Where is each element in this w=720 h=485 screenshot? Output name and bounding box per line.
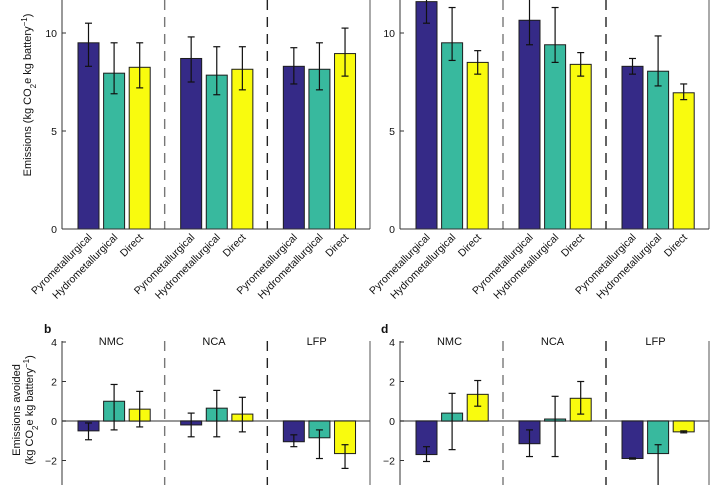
group-label: NMC xyxy=(437,336,462,348)
panel-d: d NMC NCA LFP −2 0 2 4 xyxy=(381,322,710,485)
y-tick-label: 5 xyxy=(389,126,395,138)
x-tick-label: Direct xyxy=(323,232,351,260)
bar-group-lfp xyxy=(282,420,357,469)
bar-pyrometallurgical xyxy=(621,420,644,460)
bar-pyrometallurgical xyxy=(180,57,203,230)
bar-group-nmc xyxy=(77,383,151,441)
bar-direct xyxy=(334,53,357,230)
panel-c: PyrometallurgicalHydrometallurgicalDirec… xyxy=(367,0,710,302)
x-tick-label: Direct xyxy=(118,232,146,260)
bar-hydrometallurgical xyxy=(441,42,464,230)
bar-hydrometallurgical xyxy=(205,74,228,230)
x-tick-label: Direct xyxy=(559,232,587,260)
y-tick-label: 4 xyxy=(389,337,395,349)
y-axis-title-units: (kg CO2e kg battery−1) xyxy=(22,355,40,465)
group-label: LFP xyxy=(645,336,665,348)
y-axis-title: Emissions avoided xyxy=(11,364,23,456)
panel-letter: d xyxy=(381,322,388,336)
bar-direct xyxy=(672,92,695,230)
bar-group-nca xyxy=(518,0,592,230)
bar-direct xyxy=(231,68,254,230)
bar-direct xyxy=(569,63,592,230)
y-tick-label: 5 xyxy=(51,126,57,138)
x-tick-label: Direct xyxy=(662,232,690,260)
bar-direct xyxy=(672,420,695,433)
bar-hydrometallurgical xyxy=(544,44,567,230)
y-tick-label: −2 xyxy=(45,456,57,468)
y-tick-label: 0 xyxy=(389,416,395,428)
y-tick-label: 2 xyxy=(389,377,395,389)
bar-pyrometallurgical xyxy=(621,65,644,230)
bar-group-lfp xyxy=(621,420,695,485)
group-label: LFP xyxy=(307,336,327,348)
bar-pyrometallurgical xyxy=(518,19,541,230)
bar-hydrometallurgical xyxy=(308,68,331,230)
bar-group-nca xyxy=(518,380,592,458)
y-tick-label: 0 xyxy=(389,224,395,236)
y-axis-title: Emissions (kg CO2e kg battery−1) xyxy=(20,14,38,177)
y-tick-label: 10 xyxy=(383,28,395,40)
x-tick-label: Direct xyxy=(456,232,484,260)
y-tick-label: 10 xyxy=(45,28,57,40)
bar-hydrometallurgical xyxy=(647,70,670,230)
group-label: NMC xyxy=(99,336,124,348)
bar-pyrometallurgical xyxy=(415,1,438,230)
bar-group-nmc xyxy=(415,0,489,230)
panel-b: b NMC NCA LFP −2 0 2 4 Emissions avoided (kg CO2e… xyxy=(11,322,371,485)
bar-group-nca xyxy=(180,36,254,230)
bar-direct xyxy=(466,61,489,230)
bar-group-lfp xyxy=(282,27,357,230)
y-tick-label: 4 xyxy=(51,337,57,349)
panel-letter: b xyxy=(44,322,51,336)
x-tick-label: Direct xyxy=(221,232,249,260)
y-tick-label: 0 xyxy=(51,416,57,428)
panel-a: PyrometallurgicalHydrometallurgicalDirec… xyxy=(20,0,371,302)
bar-group-nmc xyxy=(77,22,151,230)
group-label: NCA xyxy=(541,336,565,348)
y-tick-label: 0 xyxy=(51,224,57,236)
bar-hydrometallurgical xyxy=(103,72,126,230)
group-label: NCA xyxy=(202,336,226,348)
y-tick-label: 2 xyxy=(51,377,57,389)
bar-group-lfp xyxy=(621,35,695,230)
bar-group-nmc xyxy=(415,379,489,463)
y-tick-label: −2 xyxy=(383,456,395,468)
bar-direct xyxy=(128,66,151,230)
bar-pyrometallurgical xyxy=(282,65,305,230)
bar-pyrometallurgical xyxy=(77,42,100,230)
bar-group-nca xyxy=(180,389,254,438)
